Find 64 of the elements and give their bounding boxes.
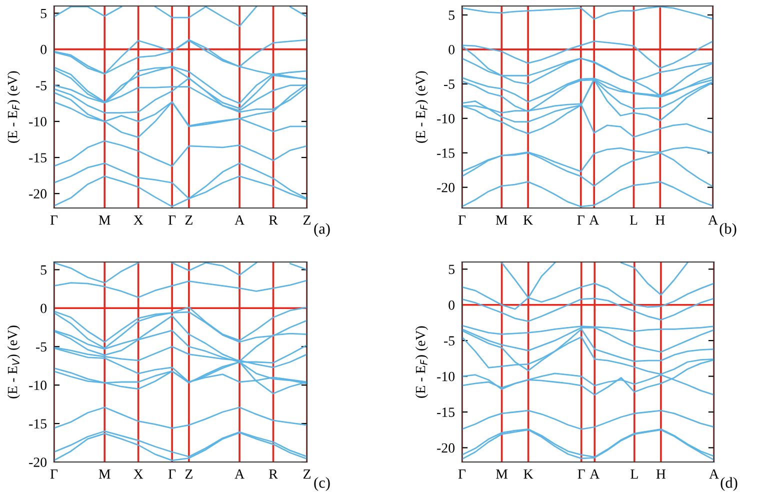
x-tick-label: Γ <box>577 215 584 225</box>
x-tick-label: A <box>589 215 600 225</box>
x-tick-label: M <box>496 469 508 479</box>
y-tick-label: -20 <box>29 458 47 467</box>
y-tick-label: 0 <box>448 300 455 310</box>
y-tick-label: 5 <box>448 264 455 274</box>
y-tick-label: -5 <box>36 81 47 90</box>
x-tick-label: H <box>656 469 666 479</box>
y-tick-label: 0 <box>40 44 47 54</box>
x-tick-label: H <box>656 215 665 225</box>
x-tick-label: X <box>134 469 144 479</box>
y-axis-title: (E - E$_{V}$) (eV) <box>7 326 20 398</box>
y-tick-label: -20 <box>29 189 47 199</box>
x-tick-label: R <box>269 215 278 225</box>
x-tick-label: M <box>98 215 110 225</box>
y-axis-title: (E - E$_{F}$) (eV) <box>415 71 428 143</box>
x-tick-label: Γ <box>50 215 58 225</box>
y-tick-label: -20 <box>437 182 455 192</box>
x-tick-label: Γ <box>168 215 176 225</box>
y-axis-title: (E - E$_{F}$) (eV) <box>7 71 20 143</box>
x-tick-label: Z <box>185 215 192 225</box>
x-tick-label: M <box>98 469 110 479</box>
x-tick-label: Γ <box>168 469 176 479</box>
y-tick-label: -15 <box>437 148 455 158</box>
x-tick-label: Γ <box>578 469 585 479</box>
y-tick-label: -10 <box>437 372 455 382</box>
x-tick-label: A <box>234 469 244 479</box>
x-tick-label: R <box>269 469 278 479</box>
x-tick-label: L <box>630 469 638 479</box>
x-tick-label: Γ <box>458 215 466 225</box>
y-tick-label: -15 <box>29 153 47 162</box>
y-tick-label: -10 <box>29 380 47 390</box>
x-tick-label: K <box>523 215 533 225</box>
x-tick-label: X <box>134 215 144 225</box>
x-tick-label: A <box>709 469 719 479</box>
y-axis-title: (E - E$_{F}$) (eV) <box>415 326 428 398</box>
y-tick-label: -5 <box>36 342 47 352</box>
x-tick-label: A <box>590 469 600 479</box>
y-tick-label: 5 <box>40 265 47 275</box>
y-tick-label: 0 <box>40 304 47 314</box>
x-tick-label: A <box>234 215 244 225</box>
x-tick-label: K <box>524 469 534 479</box>
text: (c) <box>314 477 330 491</box>
text: (a) <box>314 223 330 237</box>
x-tick-label: Z <box>303 469 310 479</box>
y-tick-label: -20 <box>437 443 455 453</box>
x-tick-label: Γ <box>458 469 466 479</box>
y-tick-label: 5 <box>40 8 47 18</box>
x-tick-label: Z <box>303 215 310 225</box>
y-tick-label: -5 <box>444 336 455 346</box>
x-tick-label: M <box>496 215 508 225</box>
x-tick-label: Z <box>185 469 192 479</box>
text: (b) <box>720 223 736 237</box>
y-tick-label: -15 <box>29 419 47 428</box>
x-tick-label: Γ <box>50 469 58 479</box>
y-tick-label: 0 <box>448 45 455 54</box>
x-tick-label: L <box>630 215 638 225</box>
y-tick-label: -10 <box>437 114 455 124</box>
y-tick-label: -15 <box>437 408 455 417</box>
text: (d) <box>720 477 738 491</box>
x-tick-label: A <box>708 215 718 225</box>
y-tick-label: 5 <box>448 10 455 20</box>
y-tick-label: -10 <box>29 117 47 126</box>
y-tick-label: -5 <box>444 80 455 89</box>
